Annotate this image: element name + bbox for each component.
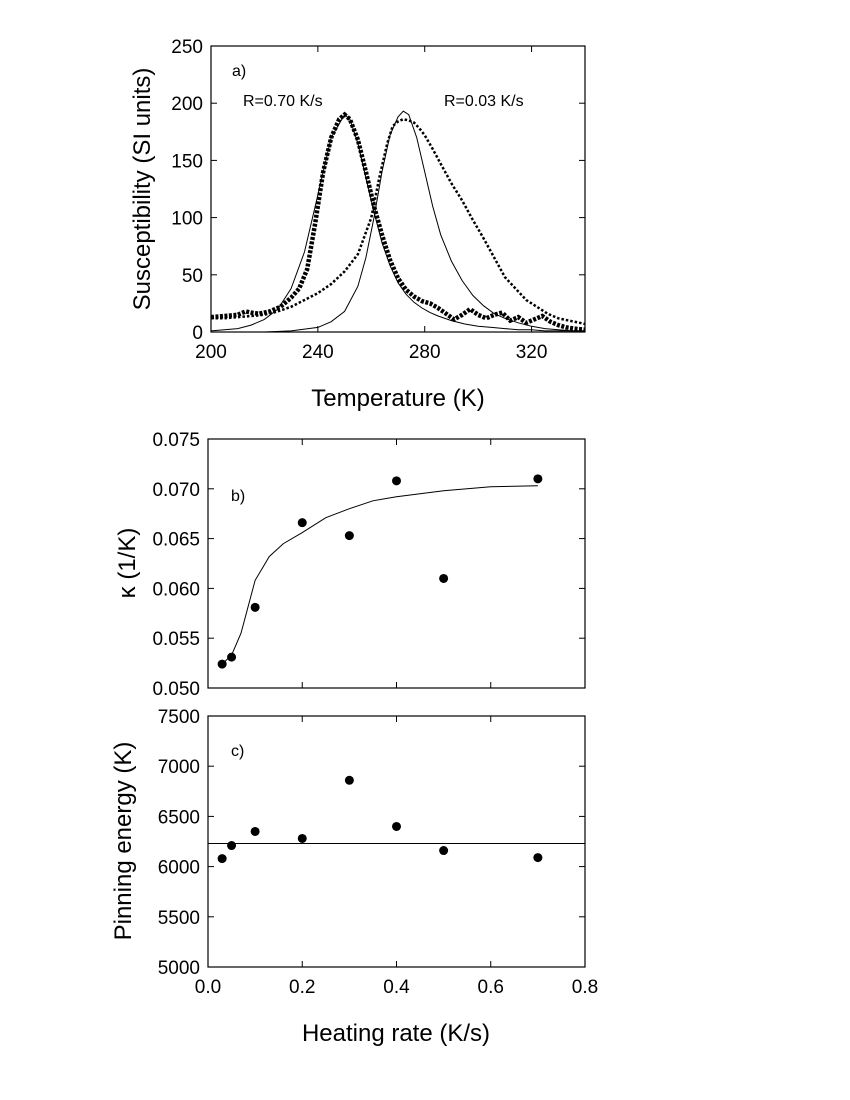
panel-c-x-tick-label: 0.2 bbox=[289, 977, 315, 998]
panel-b-fit-line bbox=[221, 485, 538, 665]
panel-b-y-tick-label: 0.075 bbox=[152, 430, 200, 451]
panel-b-data-point bbox=[250, 602, 260, 612]
panel-a-x-tick-label: 280 bbox=[409, 342, 441, 363]
panel-c-y-tick-label: 7000 bbox=[158, 757, 200, 778]
panel-c-data-point bbox=[439, 846, 449, 856]
panel-c-data-point bbox=[217, 854, 227, 864]
panel-a-x-tick-label: 320 bbox=[516, 342, 548, 363]
panel-a-y-tick-label: 50 bbox=[182, 266, 203, 287]
panel-c-data-point bbox=[227, 841, 237, 851]
panel-b-y-tick-label: 0.050 bbox=[152, 679, 200, 700]
annotation-fast-rate: R=0.70 K/s bbox=[243, 93, 323, 110]
panel-b-data-point bbox=[227, 652, 237, 662]
panel-b-y-axis-label: κ (1/K) bbox=[114, 528, 141, 599]
panel-c-x-tick-label: 0.8 bbox=[572, 977, 598, 998]
panel-c-y-tick-label: 6000 bbox=[158, 858, 200, 879]
panel-b-label: b) bbox=[231, 488, 245, 505]
panel-c-y-tick-label: 6500 bbox=[158, 807, 200, 828]
panel-b-y-tick-label: 0.065 bbox=[152, 530, 200, 551]
panel-c-data-point bbox=[297, 833, 307, 843]
panel-a-x-tick-label: 200 bbox=[195, 342, 227, 363]
panel-a-x-tick-label: 240 bbox=[302, 342, 334, 363]
panel-b-data-point bbox=[344, 531, 354, 541]
panel-b-y-tick-label: 0.055 bbox=[152, 629, 200, 650]
panel-b-y-tick-label: 0.070 bbox=[152, 480, 200, 501]
panel-c-x-axis-label: Heating rate (K/s) bbox=[302, 1020, 490, 1047]
panel-b: 0.050 0.055 0.060 0.065 0.070 0.075 b) κ (1/K… bbox=[114, 430, 586, 700]
panel-c-data-point bbox=[533, 853, 543, 863]
panel-a-series-line-1 bbox=[211, 117, 586, 326]
panel-a-y-tick-label: 100 bbox=[171, 209, 203, 230]
panel-b-data-point bbox=[217, 659, 227, 669]
panel-a-y-tick-label: 250 bbox=[171, 37, 203, 58]
panel-c-y-axis-label: Pinning energy (K) bbox=[110, 742, 137, 941]
panel-a-frame bbox=[210, 45, 586, 333]
panel-c-frame bbox=[207, 715, 586, 968]
panel-c-data-point bbox=[392, 821, 401, 831]
panel-c-y-tick-label: 5000 bbox=[158, 958, 200, 979]
panel-b-y-tick-label: 0.060 bbox=[152, 579, 200, 600]
panel-a-y-tick-label: 150 bbox=[171, 151, 203, 172]
panel-a-label: a) bbox=[232, 63, 246, 80]
panel-a-y-axis-label: Susceptibility (SI units) bbox=[129, 68, 156, 311]
panel-a-fit-line-3 bbox=[264, 110, 585, 333]
panel-a-y-tick-label: 200 bbox=[171, 94, 203, 115]
panel-c-x-tick-label: 0.4 bbox=[383, 977, 410, 998]
panel-a: 0 50 100 150 200 250 200 240 280 320 a) R=0.70 K/… bbox=[129, 37, 586, 412]
panel-a-fit-line-2 bbox=[210, 113, 585, 332]
panel-b-data-point bbox=[297, 518, 307, 528]
panel-b-data-point bbox=[533, 474, 543, 484]
panel-c-label: c) bbox=[231, 743, 244, 760]
panel-c-data-point bbox=[250, 826, 260, 836]
panel-a-series-line-0 bbox=[210, 111, 586, 332]
annotation-slow-rate: R=0.03 K/s bbox=[444, 93, 524, 110]
panel-a-x-axis-label: Temperature (K) bbox=[311, 385, 484, 412]
panel-b-data-point bbox=[439, 573, 449, 583]
panel-c-y-tick-label: 5500 bbox=[158, 908, 200, 929]
panel-c-x-tick-label: 0.6 bbox=[478, 977, 504, 998]
panel-b-data-point bbox=[392, 476, 401, 486]
panel-c-x-tick-label: 0.0 bbox=[195, 977, 221, 998]
panel-c-data-point bbox=[344, 775, 354, 785]
panel-c-y-tick-label: 7500 bbox=[158, 707, 200, 728]
panel-a-y-tick-label: 0 bbox=[192, 323, 203, 344]
